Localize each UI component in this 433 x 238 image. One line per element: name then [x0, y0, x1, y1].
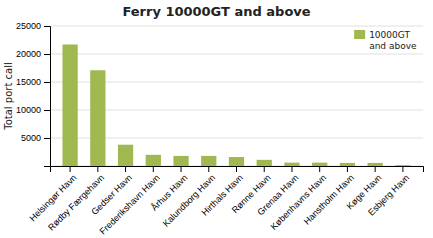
x-tick: Esbjerg Havn [366, 166, 411, 218]
bar [90, 70, 105, 166]
y-tick-mark [44, 82, 50, 83]
bar [284, 163, 299, 166]
bar [173, 156, 188, 166]
x-tick-mark [319, 166, 320, 172]
x-tick-label: Esbjerg Havn [366, 172, 411, 217]
x-tick: Frederikshavn Havn [98, 166, 162, 236]
y-tick: 15000 [16, 77, 50, 87]
x-tick: Rødby Færgehavn [46, 166, 106, 233]
x-tick-mark [402, 166, 403, 172]
x-tick-label: Helsingør Havn [28, 172, 79, 223]
bar [201, 156, 216, 166]
bar [368, 163, 383, 166]
bar [312, 163, 327, 166]
y-tick-label: 10000 [16, 105, 41, 115]
x-tick-mark [153, 166, 154, 172]
bar [229, 157, 244, 166]
chart: Ferry 10000GT and aboveTotal port call50… [0, 0, 433, 238]
x-tick-mark [236, 166, 237, 172]
grid-line [50, 110, 423, 111]
x-tick-mark [208, 166, 209, 172]
grid-line [50, 26, 423, 27]
x-tick-mark [347, 166, 348, 172]
title: Ferry 10000GT and above [122, 4, 310, 19]
y-tick-label: 5000 [21, 133, 41, 143]
y-tick-mark [44, 138, 50, 139]
x-tick: Københavns Havn [269, 166, 328, 232]
y-tick-mark [44, 110, 50, 111]
legend: 10000GTand above [354, 30, 417, 51]
x-axis-line [51, 167, 424, 173]
x-tick-mark [264, 166, 265, 172]
bar [395, 165, 410, 166]
y-tick-label: 15000 [16, 77, 41, 87]
y-tick: 20000 [16, 49, 50, 59]
grid-line [50, 82, 423, 83]
x-tick-mark [291, 166, 292, 172]
x-tick-label: Hanstholm Havn [302, 172, 356, 226]
bar [340, 163, 355, 166]
grid-line [50, 138, 423, 139]
x-tick: Kalundborg Havn [161, 166, 217, 229]
y-tick-label: 20000 [16, 49, 41, 59]
bar [62, 44, 77, 166]
plot-area: 5000 10000 15000 20000 25000 Helsingør HavnRø… [16, 21, 424, 236]
x-tick-mark [181, 166, 182, 172]
y-tick-mark [44, 54, 50, 55]
y-tick [44, 166, 50, 167]
y-tick-mark [44, 26, 50, 27]
x-tick-mark [375, 166, 376, 172]
y-axis-title: Total port call [3, 62, 14, 130]
y-tick: 10000 [16, 105, 50, 115]
legend-item: 10000GTand above [354, 30, 417, 51]
grid-line [50, 54, 423, 55]
y-axis-line [44, 27, 51, 167]
bar [118, 145, 133, 166]
x-tick-mark [70, 166, 71, 172]
legend-label: 10000GTand above [369, 30, 417, 51]
x-axis: Helsingør HavnRødby FærgehavnGedser Havn… [28, 166, 424, 236]
grid [50, 26, 423, 166]
bar [146, 155, 161, 166]
y-tick: 5000 [21, 133, 50, 143]
legend-swatch [354, 30, 365, 39]
x-tick: Hanstholm Havn [302, 166, 356, 227]
y-tick-mark [44, 166, 50, 167]
bar [257, 160, 272, 166]
y-tick-label: 25000 [16, 21, 41, 31]
y-axis: 5000 10000 15000 20000 25000 [16, 21, 51, 166]
x-tick-mark [125, 166, 126, 172]
y-tick: 25000 [16, 21, 50, 31]
bars [62, 44, 410, 166]
x-tick-mark [97, 166, 98, 172]
